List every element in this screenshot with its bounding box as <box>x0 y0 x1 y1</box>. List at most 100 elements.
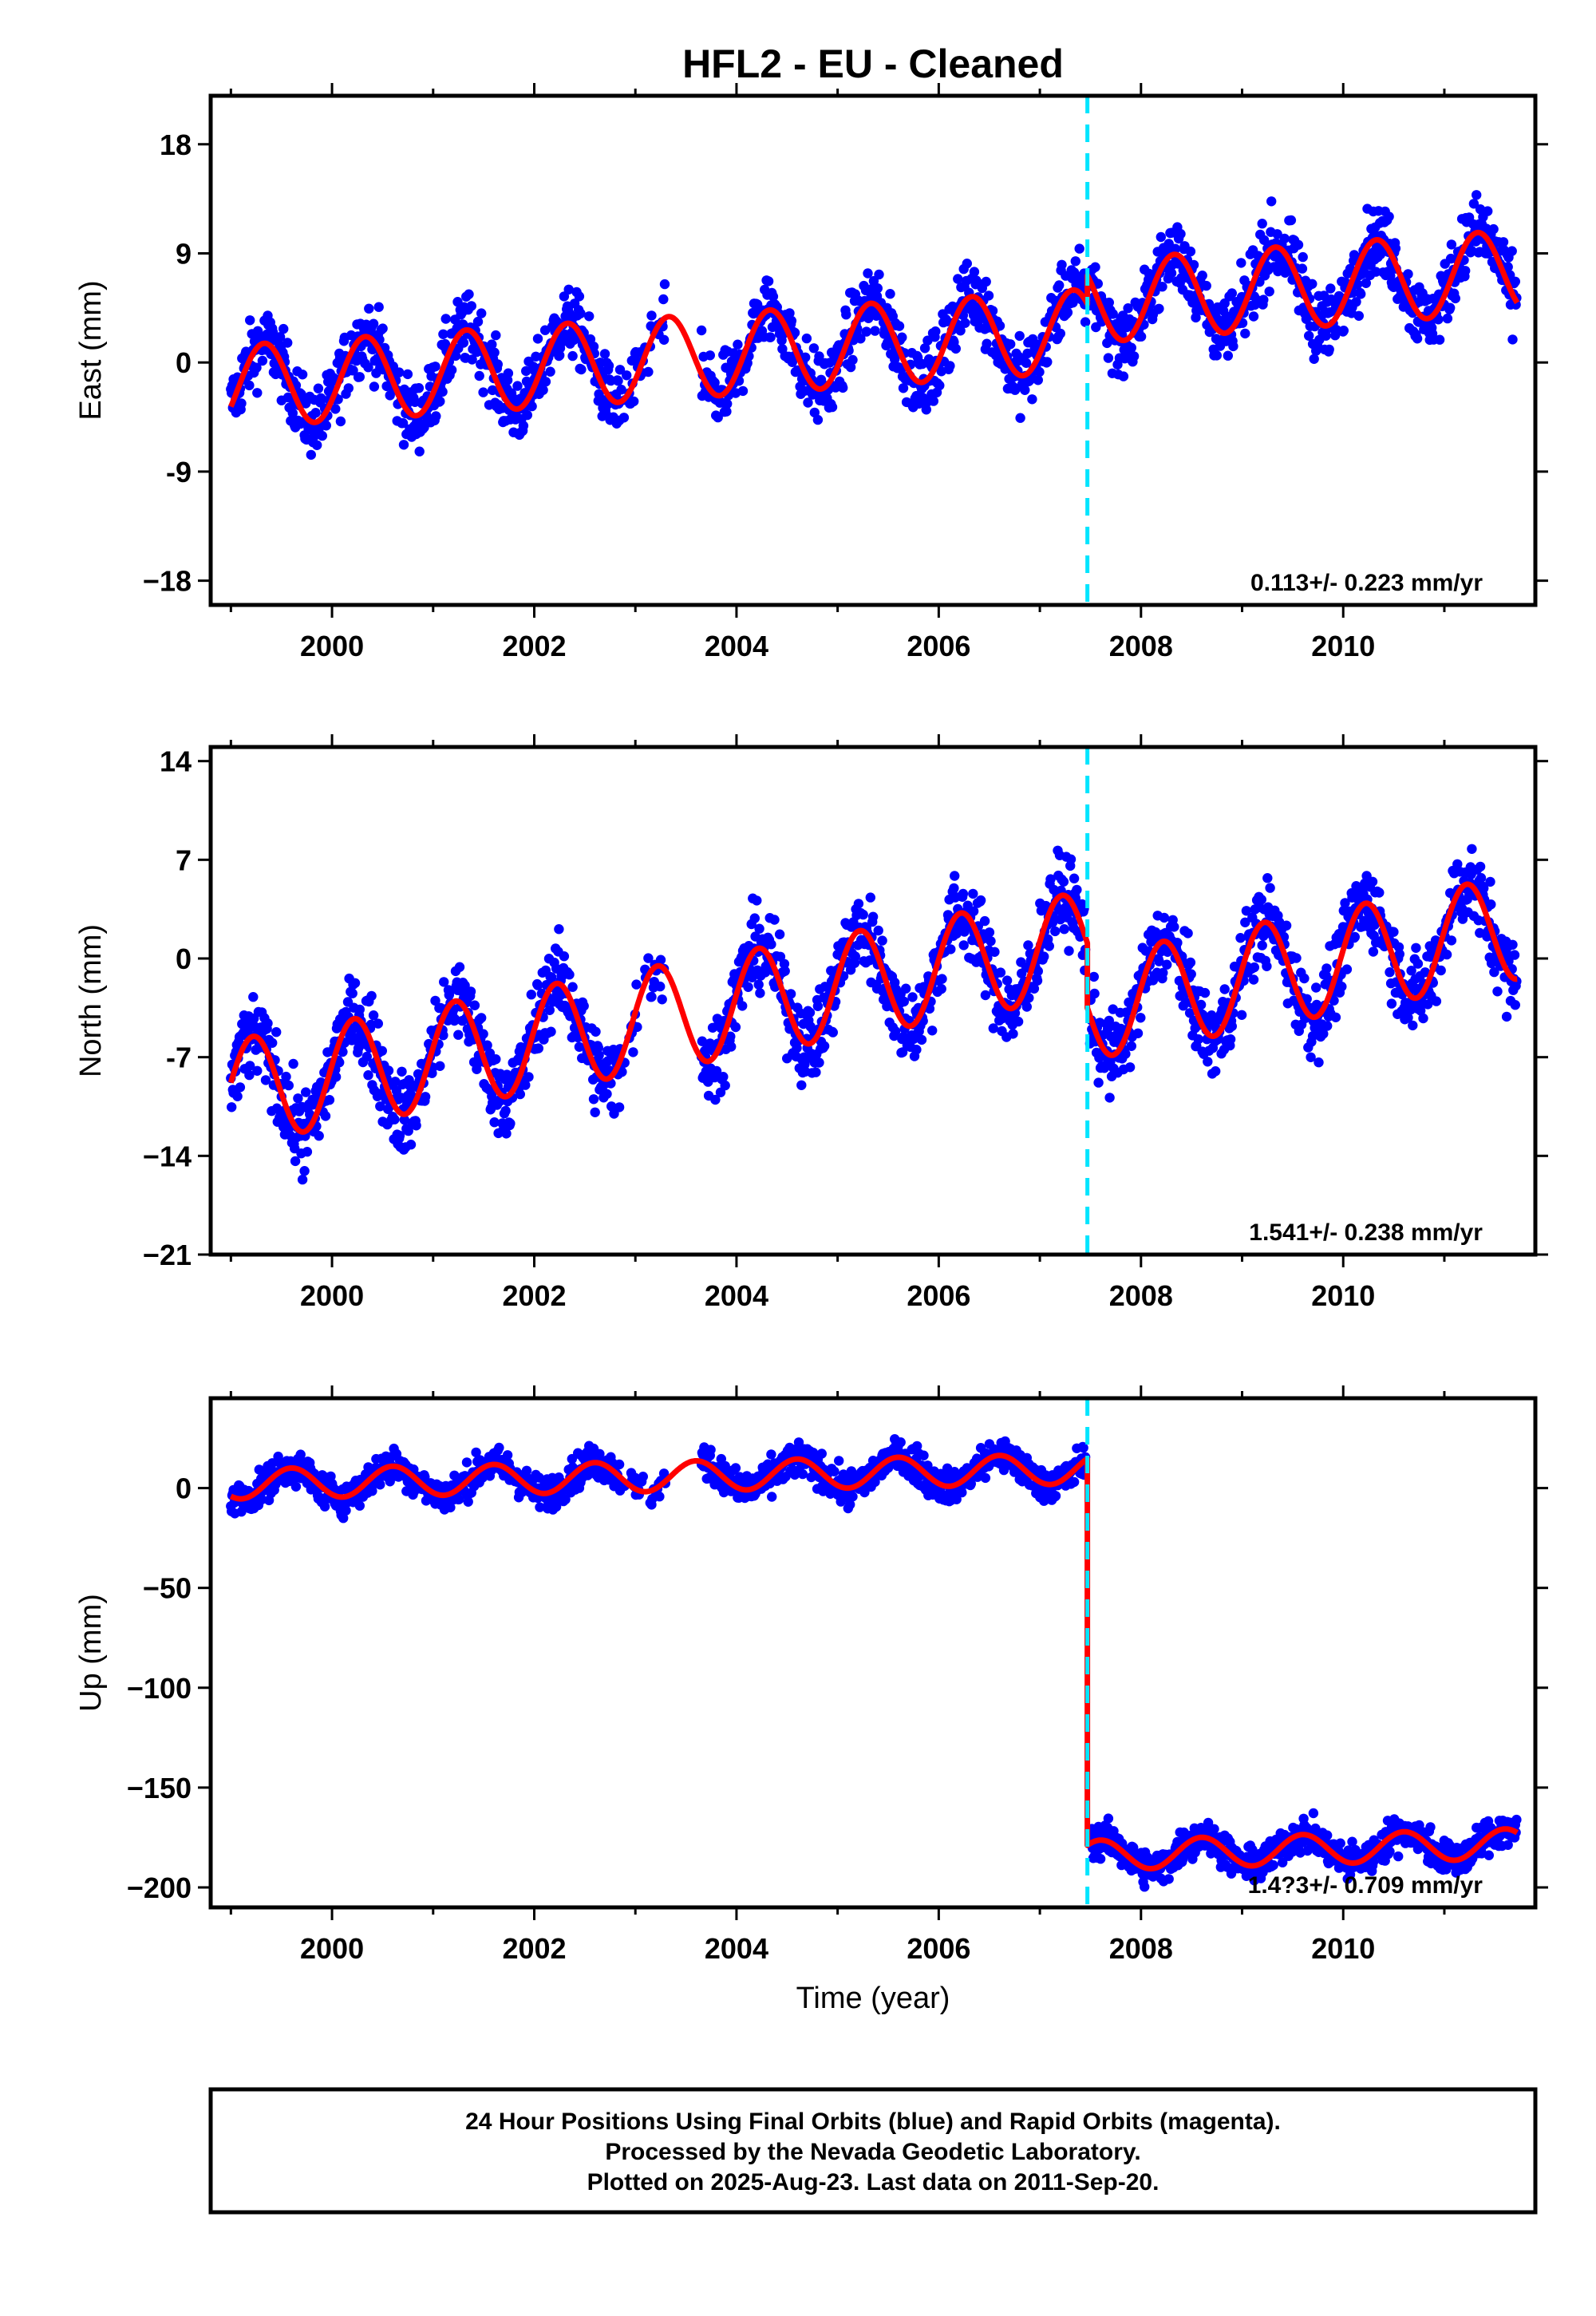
data-point <box>1423 999 1433 1010</box>
data-point <box>244 1069 255 1081</box>
data-point <box>1211 350 1223 361</box>
data-point <box>1248 311 1259 322</box>
data-point <box>1124 1062 1136 1073</box>
data-point <box>853 899 864 909</box>
data-point <box>877 935 887 946</box>
data-point <box>453 1030 464 1040</box>
data-point <box>643 366 654 377</box>
data-point <box>1104 297 1115 308</box>
data-point <box>1136 1013 1146 1023</box>
data-point <box>841 310 851 320</box>
data-point <box>245 315 255 326</box>
data-point <box>1338 326 1349 336</box>
data-point <box>1021 358 1032 368</box>
data-point <box>1185 246 1196 257</box>
data-point <box>574 1041 585 1053</box>
data-point <box>983 290 994 301</box>
data-point <box>290 1481 302 1492</box>
data-point <box>465 986 476 997</box>
data-point <box>1033 966 1044 977</box>
data-point <box>389 1114 400 1124</box>
data-point <box>461 1457 472 1468</box>
data-point <box>1069 873 1080 883</box>
data-point <box>806 1472 816 1483</box>
data-point <box>1236 1010 1247 1021</box>
data-point <box>1507 334 1518 345</box>
data-point <box>445 1502 456 1513</box>
data-point <box>373 302 384 312</box>
data-point <box>1324 344 1334 355</box>
data-point <box>1434 334 1445 345</box>
data-point <box>439 977 449 987</box>
data-point <box>1406 966 1416 976</box>
data-point <box>1479 883 1489 894</box>
data-point <box>1027 394 1037 405</box>
data-point <box>1384 211 1394 222</box>
data-point <box>628 1047 638 1057</box>
data-point <box>1240 328 1250 339</box>
data-point <box>894 321 905 331</box>
data-point <box>1195 999 1207 1010</box>
data-point <box>503 368 514 378</box>
data-point <box>394 367 405 377</box>
data-point <box>466 301 476 311</box>
data-point <box>705 1445 716 1455</box>
data-point <box>614 1459 625 1470</box>
data-point <box>476 308 487 318</box>
data-point <box>958 940 969 951</box>
data-point <box>1374 887 1385 898</box>
data-point <box>334 1057 345 1068</box>
data-point <box>867 911 879 922</box>
data-point <box>789 327 800 338</box>
data-point <box>263 1018 273 1029</box>
data-point <box>474 370 484 381</box>
data-point <box>500 1105 511 1117</box>
data-point <box>1492 986 1503 997</box>
data-point <box>469 1000 480 1010</box>
data-point <box>1219 984 1230 994</box>
data-point <box>398 440 409 450</box>
data-point <box>310 408 321 418</box>
y-tick-label: 0 <box>176 346 192 379</box>
data-point <box>1361 278 1372 288</box>
data-point <box>769 915 780 925</box>
data-point <box>949 883 959 894</box>
data-point <box>1351 297 1361 307</box>
data-point <box>942 316 953 326</box>
data-point <box>953 274 963 284</box>
data-point <box>1302 994 1312 1005</box>
data-point <box>235 1082 246 1093</box>
x-tick-label: 2006 <box>907 1279 970 1312</box>
data-point <box>632 1022 642 1033</box>
data-point <box>966 1479 977 1489</box>
data-point <box>928 396 939 406</box>
data-point <box>865 892 876 903</box>
data-point <box>299 1166 310 1176</box>
data-point <box>1389 927 1399 937</box>
data-point <box>430 995 440 1006</box>
data-point <box>350 978 361 989</box>
data-point <box>786 315 797 326</box>
data-point <box>521 1465 532 1476</box>
data-point <box>282 338 293 348</box>
data-point <box>330 1072 342 1082</box>
data-point <box>622 370 632 381</box>
data-point <box>363 362 373 373</box>
data-point <box>420 1092 431 1102</box>
data-point <box>982 338 992 349</box>
data-point <box>918 1450 929 1460</box>
y-tick-label: 14 <box>160 745 192 778</box>
x-tick-label: 2008 <box>1109 630 1173 662</box>
data-point <box>696 325 707 336</box>
data-point <box>779 958 790 970</box>
data-point <box>520 1080 531 1090</box>
data-point <box>1128 351 1140 362</box>
data-point <box>981 276 991 287</box>
data-point <box>1325 283 1336 294</box>
data-point <box>705 350 715 361</box>
data-point <box>413 383 425 393</box>
data-point <box>1248 974 1259 985</box>
data-point <box>252 388 263 398</box>
data-point <box>958 888 969 899</box>
data-point <box>354 1004 365 1015</box>
